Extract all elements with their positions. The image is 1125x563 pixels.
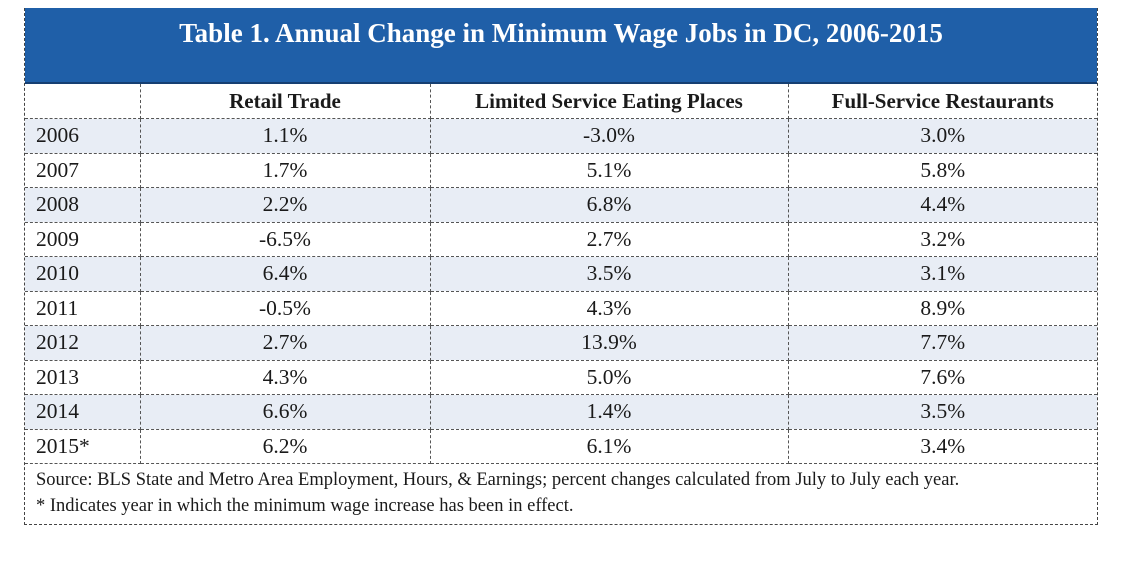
- full-service-cell: 7.7%: [788, 325, 1097, 361]
- year-cell: 2011: [25, 291, 141, 326]
- limited-service-cell: 3.5%: [430, 256, 789, 292]
- table-title: Table 1. Annual Change in Minimum Wage J…: [25, 8, 1097, 84]
- table-row: 2013 4.3% 5.0% 7.6%: [25, 360, 1097, 395]
- year-cell: 2012: [25, 325, 141, 361]
- table-row: 2008 2.2% 6.8% 4.4%: [25, 187, 1097, 223]
- year-cell: 2006: [25, 118, 141, 154]
- wage-jobs-table: Retail Trade Limited Service Eating Plac…: [25, 84, 1097, 464]
- limited-service-cell: 5.1%: [430, 153, 789, 188]
- table-row: 2015* 6.2% 6.1% 3.4%: [25, 429, 1097, 464]
- year-cell: 2010: [25, 256, 141, 292]
- source-note: Source: BLS State and Metro Area Employm…: [36, 470, 960, 490]
- table-row: 2014 6.6% 1.4% 3.5%: [25, 394, 1097, 430]
- retail-trade-cell: 2.2%: [140, 187, 431, 223]
- full-service-cell: 8.9%: [788, 291, 1097, 326]
- year-cell: 2013: [25, 360, 141, 395]
- retail-trade-cell: 6.6%: [140, 394, 431, 430]
- limited-service-cell: 6.8%: [430, 187, 789, 223]
- year-cell: 2014: [25, 394, 141, 430]
- table-body: 2006 1.1% -3.0% 3.0% 2007 1.7% 5.1% 5.8% 2008 2.2…: [25, 118, 1097, 464]
- limited-service-cell: 2.7%: [430, 222, 789, 257]
- limited-service-cell: 13.9%: [430, 325, 789, 361]
- limited-service-cell: -3.0%: [430, 118, 789, 154]
- year-cell: 2009: [25, 222, 141, 257]
- header-row: Retail Trade Limited Service Eating Plac…: [25, 84, 1097, 119]
- table-row: 2006 1.1% -3.0% 3.0%: [25, 118, 1097, 154]
- limited-service-cell: 1.4%: [430, 394, 789, 430]
- limited-service-cell: 4.3%: [430, 291, 789, 326]
- header-limited-service: Limited Service Eating Places: [430, 84, 789, 119]
- full-service-cell: 5.8%: [788, 153, 1097, 188]
- full-service-cell: 3.2%: [788, 222, 1097, 257]
- year-cell: 2007: [25, 153, 141, 188]
- retail-trade-cell: 6.4%: [140, 256, 431, 292]
- full-service-cell: 7.6%: [788, 360, 1097, 395]
- retail-trade-cell: 2.7%: [140, 325, 431, 361]
- header-full-service: Full-Service Restaurants: [788, 84, 1097, 119]
- table-notes: Source: BLS State and Metro Area Employm…: [25, 464, 1097, 524]
- full-service-cell: 3.4%: [788, 429, 1097, 464]
- retail-trade-cell: 4.3%: [140, 360, 431, 395]
- table-row: 2010 6.4% 3.5% 3.1%: [25, 256, 1097, 292]
- year-cell: 2008: [25, 187, 141, 223]
- year-cell: 2015*: [25, 429, 141, 464]
- table-row: 2007 1.7% 5.1% 5.8%: [25, 153, 1097, 188]
- retail-trade-cell: 6.2%: [140, 429, 431, 464]
- table-row: 2012 2.7% 13.9% 7.7%: [25, 325, 1097, 361]
- header-retail-trade: Retail Trade: [140, 84, 431, 119]
- footnote: * Indicates year in which the minimum wa…: [36, 496, 574, 516]
- full-service-cell: 4.4%: [788, 187, 1097, 223]
- retail-trade-cell: -6.5%: [140, 222, 431, 257]
- full-service-cell: 3.0%: [788, 118, 1097, 154]
- table-row: 2011 -0.5% 4.3% 8.9%: [25, 291, 1097, 326]
- table-row: 2009 -6.5% 2.7% 3.2%: [25, 222, 1097, 257]
- retail-trade-cell: 1.7%: [140, 153, 431, 188]
- full-service-cell: 3.1%: [788, 256, 1097, 292]
- full-service-cell: 3.5%: [788, 394, 1097, 430]
- header-year: [25, 84, 141, 119]
- retail-trade-cell: -0.5%: [140, 291, 431, 326]
- limited-service-cell: 6.1%: [430, 429, 789, 464]
- table-figure: Table 1. Annual Change in Minimum Wage J…: [24, 8, 1098, 525]
- retail-trade-cell: 1.1%: [140, 118, 431, 154]
- limited-service-cell: 5.0%: [430, 360, 789, 395]
